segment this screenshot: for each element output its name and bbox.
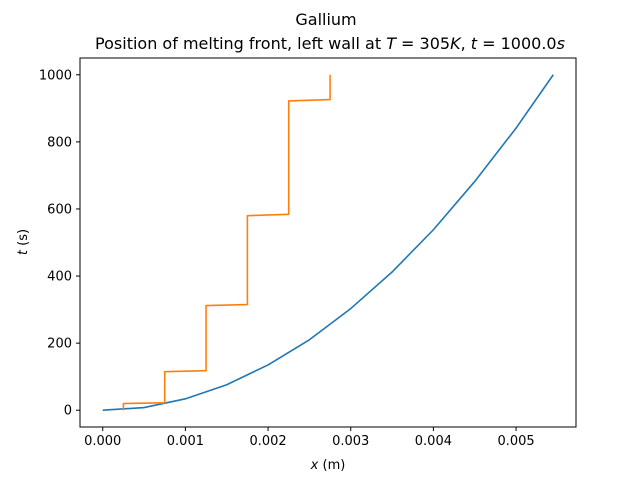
y-tick-label: 800 [47,135,72,150]
x-tick-label: 0.001 [167,434,204,449]
x-tick-label: 0.000 [84,434,121,449]
chart-subtitle: Position of melting front, left wall at … [95,34,565,53]
ticks-layer: 0.000 0.001 0.002 0.003 0.004 0.005 0 200 400 600… [39,68,535,449]
x-axis-label: x (m) [310,458,346,473]
series-layer [102,74,554,412]
series-line-1 [102,74,554,412]
series-line-2 [122,74,331,411]
y-tick-label: 1000 [39,68,72,83]
x-tick-label: 0.004 [415,434,452,449]
y-tick-label: 600 [47,202,72,217]
y-axis-label: t (s) [16,229,31,255]
x-tick-label: 0.002 [249,434,286,449]
y-tick-label: 400 [47,270,72,285]
plot-frame [79,57,577,428]
y-tick-label: 0 [64,404,72,419]
x-tick-label: 0.005 [497,434,534,449]
x-tick-label: 0.003 [332,434,369,449]
chart-title: Gallium [295,10,356,29]
y-tick-label: 200 [47,337,72,352]
